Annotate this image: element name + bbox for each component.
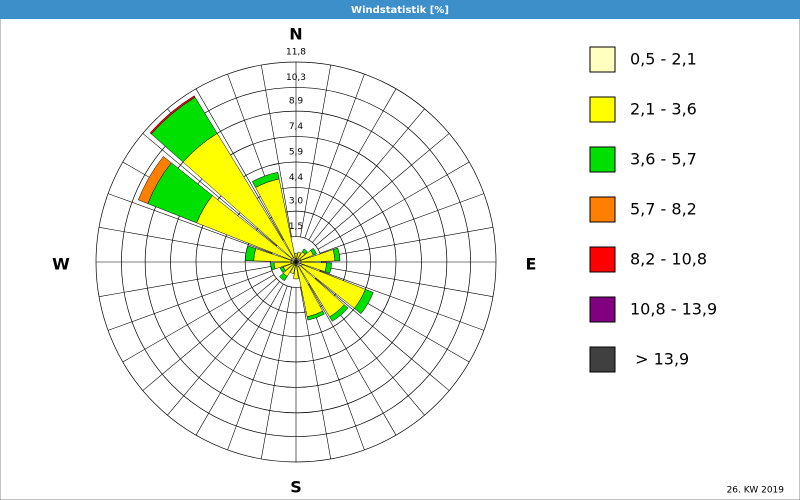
wedge	[279, 266, 286, 273]
spoke	[317, 161, 470, 250]
grid-ring	[270, 236, 322, 288]
legend-swatch	[589, 246, 616, 273]
spoke	[142, 278, 277, 391]
spoke	[98, 266, 272, 298]
wedge	[332, 247, 341, 262]
compass-label: S	[290, 478, 302, 497]
spoke	[308, 88, 397, 241]
spoke	[98, 226, 272, 258]
spoke	[122, 274, 275, 363]
legend-label: 10,8 - 13,9	[630, 300, 717, 319]
spoke	[315, 133, 450, 246]
spoke	[315, 278, 450, 391]
wedge	[306, 310, 325, 321]
wedge	[149, 95, 196, 135]
grid-ring	[95, 61, 497, 463]
spoke	[300, 286, 332, 460]
spoke	[227, 285, 288, 451]
wedge	[301, 248, 308, 255]
spoke	[320, 266, 494, 298]
r-tick-label: 1,5	[289, 222, 303, 232]
r-tick-label: 8,9	[289, 97, 304, 107]
wedge	[324, 262, 332, 274]
legend-swatch	[589, 46, 616, 73]
legend-swatch	[589, 96, 616, 123]
r-tick-label: 5,9	[289, 148, 304, 158]
spoke	[107, 270, 273, 331]
legend-label: 5,7 - 8,2	[630, 200, 697, 219]
spoke	[319, 193, 485, 254]
wedge	[293, 265, 299, 280]
grid-ring	[221, 187, 371, 337]
grid-ring	[170, 136, 422, 388]
spoke	[260, 286, 292, 460]
legend-swatch	[589, 146, 616, 173]
wedge	[137, 156, 172, 204]
spoke	[320, 226, 494, 258]
grid-ring	[195, 161, 397, 363]
spoke	[319, 270, 485, 331]
wedge	[294, 253, 298, 259]
wedge	[354, 289, 374, 315]
spoke	[300, 64, 332, 238]
wedge	[251, 172, 280, 188]
wedge	[329, 304, 349, 322]
wedge	[270, 262, 276, 271]
spoke	[308, 283, 397, 436]
r-tick-label: 10,3	[286, 73, 306, 83]
r-tick-label: 11,8	[286, 48, 306, 58]
spoke	[260, 64, 292, 238]
compass-label: E	[526, 255, 537, 274]
spoke	[142, 133, 277, 246]
legend-label: > 13,9	[630, 350, 689, 369]
title-bar	[0, 0, 800, 19]
spoke	[312, 108, 425, 243]
legend-swatch	[589, 346, 616, 373]
legend-label: 2,1 - 3,6	[630, 100, 697, 119]
spoke	[167, 281, 280, 416]
wedge	[279, 272, 288, 282]
chart-title: Windstatistik [%]	[351, 5, 449, 16]
spoke	[195, 283, 284, 436]
r-tick-label: 3,0	[289, 197, 304, 207]
legend-label: 8,2 - 10,8	[630, 250, 707, 269]
wedge	[310, 247, 317, 256]
r-tick-label: 4,4	[289, 173, 304, 183]
spoke	[107, 193, 273, 254]
wedge	[289, 264, 296, 274]
wedge	[296, 251, 302, 260]
r-tick-label: 7,4	[289, 122, 304, 132]
legend-label: 0,5 - 2,1	[630, 50, 697, 69]
footer: 26. KW 2019	[727, 486, 785, 496]
spoke	[195, 88, 284, 241]
legend-label: 3,6 - 5,7	[630, 150, 697, 169]
grid-ring	[121, 87, 471, 437]
grid-ring	[144, 110, 448, 414]
compass-label: W	[52, 255, 70, 274]
grid-ring	[244, 210, 348, 314]
compass-label: N	[289, 25, 302, 44]
legend-swatch	[589, 196, 616, 223]
wedge	[244, 245, 257, 262]
legend-swatch	[589, 296, 616, 323]
spoke	[304, 73, 365, 239]
